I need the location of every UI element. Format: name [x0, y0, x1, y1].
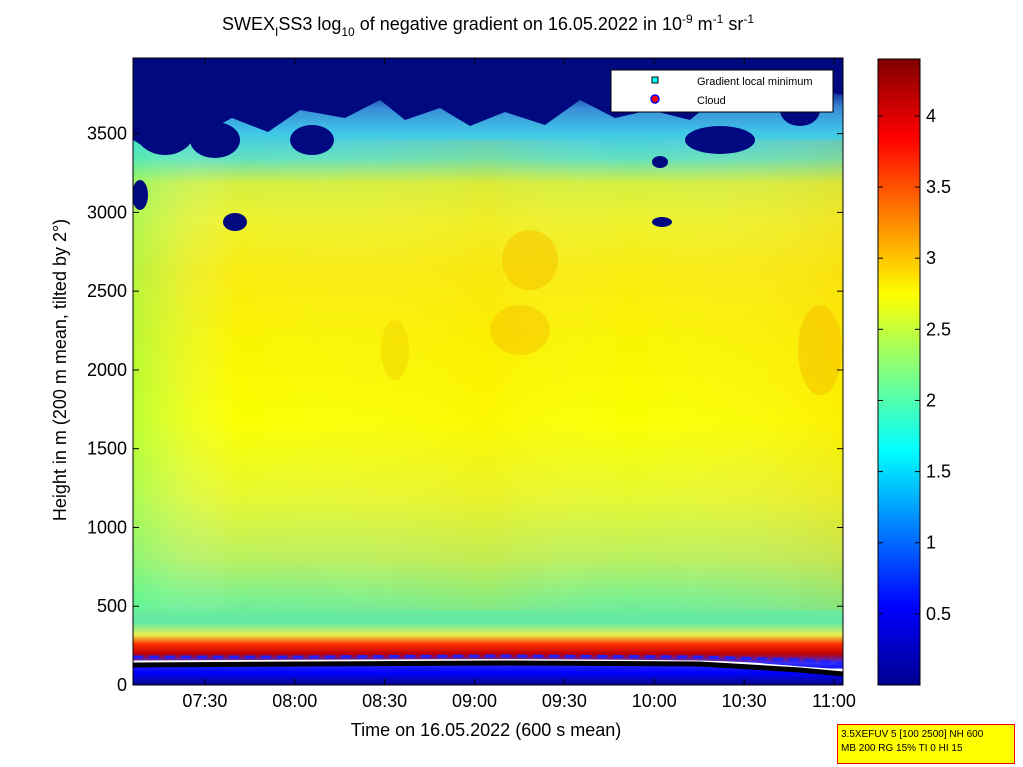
heatmap-horizontal-variation — [133, 140, 843, 610]
y-tick-label: 2000 — [87, 360, 127, 380]
colorbar-tick-label: 3.5 — [926, 177, 951, 197]
heatmap-void-blob — [652, 156, 668, 168]
colorbar-tick-label: 1.5 — [926, 462, 951, 482]
colorbar: 0.5 1 1.5 2 2.5 3 3.5 4 — [878, 59, 951, 685]
heatmap-void-blob — [135, 105, 195, 155]
legend: Gradient local minimum Cloud — [611, 70, 833, 112]
heatmap-void-blob — [132, 180, 148, 210]
heatmap-patch — [502, 230, 558, 290]
heatmap-patch — [798, 305, 842, 395]
heatmap-void-blob — [685, 126, 755, 154]
y-tick-label: 0 — [117, 675, 127, 695]
y-tick-label: 1500 — [87, 439, 127, 459]
processing-footnote: 3.5XEFUV 5 [100 2500] NH 600 MB 200 RG 1… — [837, 724, 1015, 764]
x-tick-label: 08:30 — [362, 691, 407, 711]
colorbar-tick-label: 0.5 — [926, 604, 951, 624]
x-tick-label: 10:00 — [632, 691, 677, 711]
y-axis-label: Height in m (200 m mean, tilted by 2°) — [50, 219, 70, 521]
heatmap-void-blob — [190, 122, 240, 158]
x-axis-label: Time on 16.05.2022 (600 s mean) — [351, 720, 622, 740]
heatmap-patch — [381, 320, 409, 380]
heatmap-void-blob — [652, 217, 672, 227]
heatmap-void-blob — [290, 125, 334, 155]
y-tick-label: 3000 — [87, 202, 127, 222]
legend-label-cloud: Cloud — [697, 95, 726, 107]
footnote-line-1: 3.5XEFUV 5 [100 2500] NH 600 — [841, 728, 1014, 742]
x-tick-label: 09:00 — [452, 691, 497, 711]
x-tick-label: 11:00 — [812, 691, 856, 711]
colorbar-tick-label: 3 — [926, 248, 936, 268]
legend-marker-circle — [651, 95, 659, 103]
x-tick-label: 10:30 — [722, 691, 767, 711]
legend-label-gradient: Gradient local minimum — [697, 76, 813, 88]
colorbar-tick-label: 1 — [926, 533, 936, 553]
heatmap-patch — [490, 305, 550, 355]
y-tick-label: 1000 — [87, 517, 127, 537]
y-tick-label: 2500 — [87, 281, 127, 301]
y-tick-label: 3500 — [87, 124, 127, 144]
chart-title: SWEXISS3 log10 of negative gradient on 1… — [222, 12, 754, 39]
x-tick-label: 09:30 — [542, 691, 587, 711]
colorbar-tick-label: 4 — [926, 106, 936, 126]
footnote-line-2: MB 200 RG 15% TI 0 HI 15 — [841, 742, 1014, 756]
colorbar-tick-label: 2 — [926, 390, 936, 410]
legend-marker-square — [652, 77, 658, 83]
colorbar-gradient — [878, 59, 920, 685]
heatmap-area — [132, 58, 843, 685]
x-tick-label: 07:30 — [182, 691, 227, 711]
heatmap-void-blob — [223, 213, 247, 231]
y-tick-label: 500 — [97, 596, 127, 616]
colorbar-tick-label: 2.5 — [926, 319, 951, 339]
x-tick-label: 08:00 — [272, 691, 317, 711]
